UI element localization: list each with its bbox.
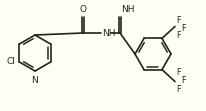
Text: F: F [176,16,180,25]
Text: F: F [176,85,180,94]
Text: NH: NH [121,5,135,14]
Text: Cl: Cl [7,57,15,66]
Text: F: F [181,76,185,85]
Text: F: F [176,31,180,40]
Text: F: F [181,24,185,33]
Text: F: F [176,68,180,77]
Text: NH: NH [102,29,116,38]
Text: O: O [80,5,87,14]
Text: N: N [32,76,38,85]
